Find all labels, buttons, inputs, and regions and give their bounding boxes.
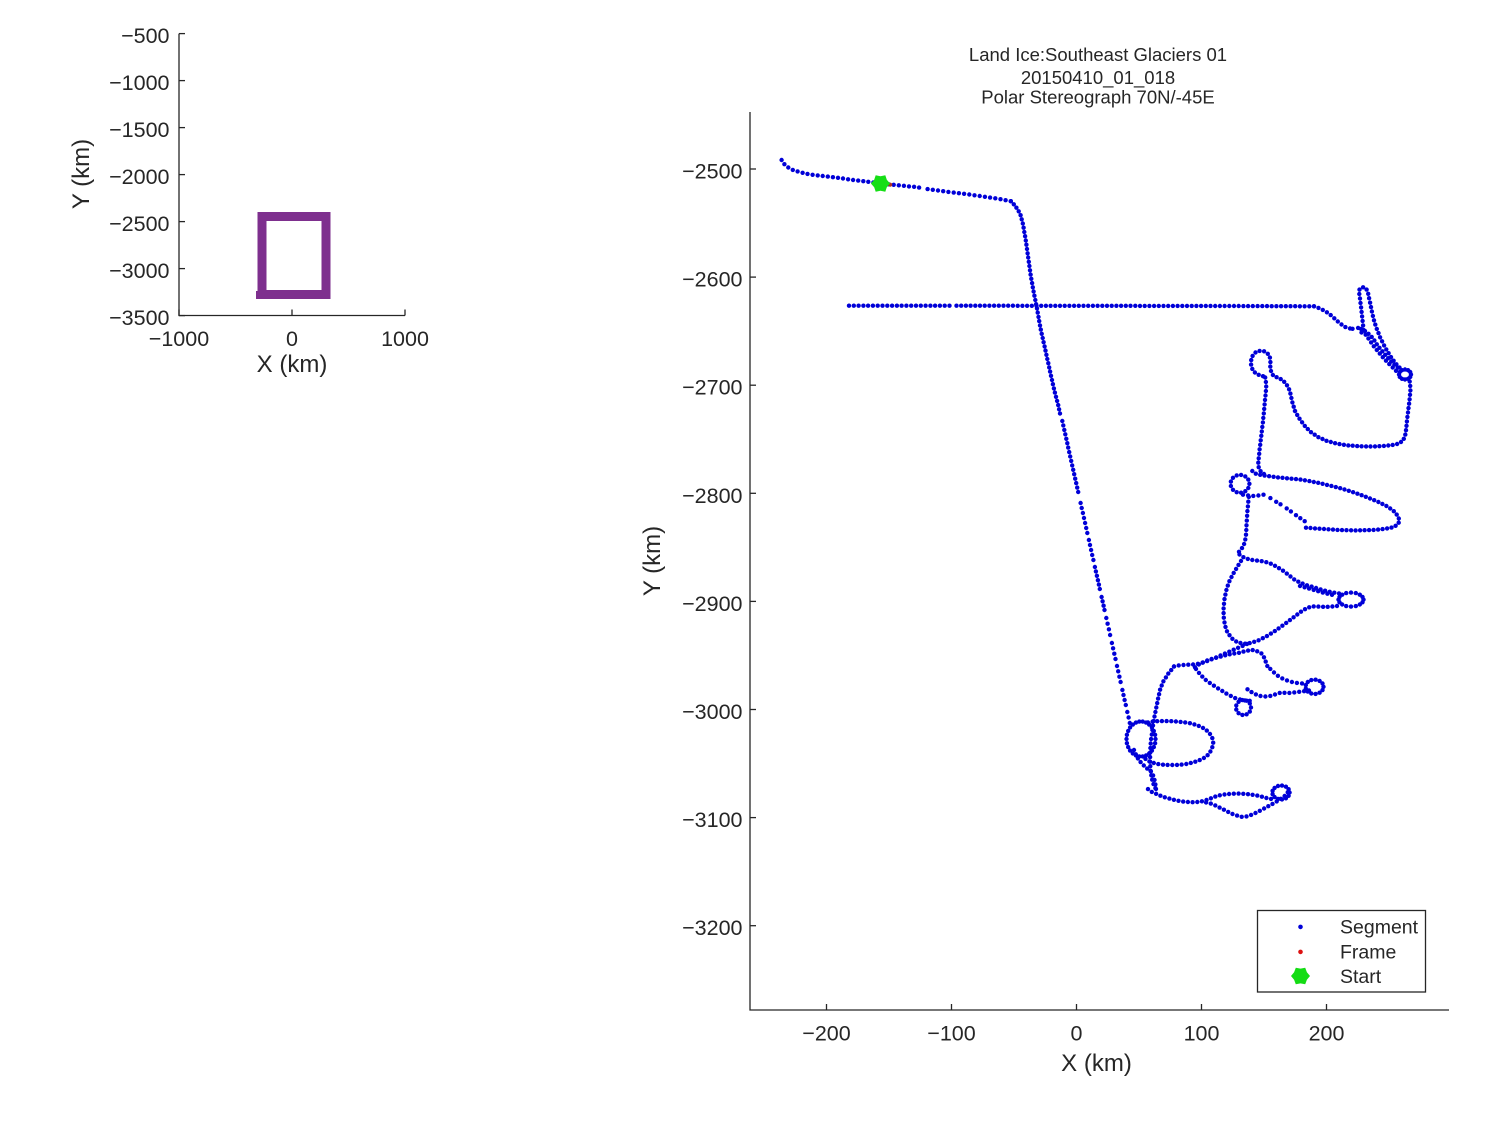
svg-text:Y (km): Y (km) (68, 139, 95, 209)
svg-text:Polar Stereograph 70N/-45E: Polar Stereograph 70N/-45E (981, 87, 1214, 108)
svg-text:−2000: −2000 (109, 165, 169, 189)
svg-text:−2800: −2800 (682, 484, 742, 508)
svg-text:100: 100 (1184, 1022, 1220, 1046)
svg-text:−100: −100 (927, 1022, 975, 1046)
svg-text:−2600: −2600 (682, 268, 742, 292)
svg-text:−1500: −1500 (109, 118, 169, 142)
svg-text:−3500: −3500 (109, 306, 169, 330)
svg-text:0: 0 (286, 327, 298, 351)
svg-text:0: 0 (1071, 1022, 1083, 1046)
svg-text:−1000: −1000 (109, 71, 169, 95)
svg-text:−3000: −3000 (109, 259, 169, 283)
svg-text:Y (km): Y (km) (639, 526, 666, 596)
svg-text:−2900: −2900 (682, 592, 742, 616)
svg-text:Start: Start (1340, 966, 1382, 988)
svg-text:−3100: −3100 (682, 808, 742, 832)
svg-text:−2700: −2700 (682, 376, 742, 400)
svg-text:−2500: −2500 (109, 212, 169, 236)
svg-text:−3200: −3200 (682, 916, 742, 940)
svg-text:−2500: −2500 (682, 160, 742, 184)
svg-text:1000: 1000 (381, 327, 429, 351)
svg-text:−200: −200 (802, 1022, 850, 1046)
svg-text:Segment: Segment (1340, 917, 1419, 939)
svg-text:Frame: Frame (1340, 942, 1396, 964)
svg-text:−500: −500 (121, 24, 169, 48)
svg-text:20150410_01_018: 20150410_01_018 (1021, 67, 1175, 89)
svg-text:Land Ice:Southeast Glaciers 01: Land Ice:Southeast Glaciers 01 (969, 44, 1227, 65)
svg-text:−3000: −3000 (682, 700, 742, 724)
svg-text:−1000: −1000 (149, 327, 209, 351)
svg-text:X (km): X (km) (1061, 1050, 1132, 1077)
svg-text:200: 200 (1309, 1022, 1345, 1046)
svg-text:X (km): X (km) (257, 351, 328, 378)
